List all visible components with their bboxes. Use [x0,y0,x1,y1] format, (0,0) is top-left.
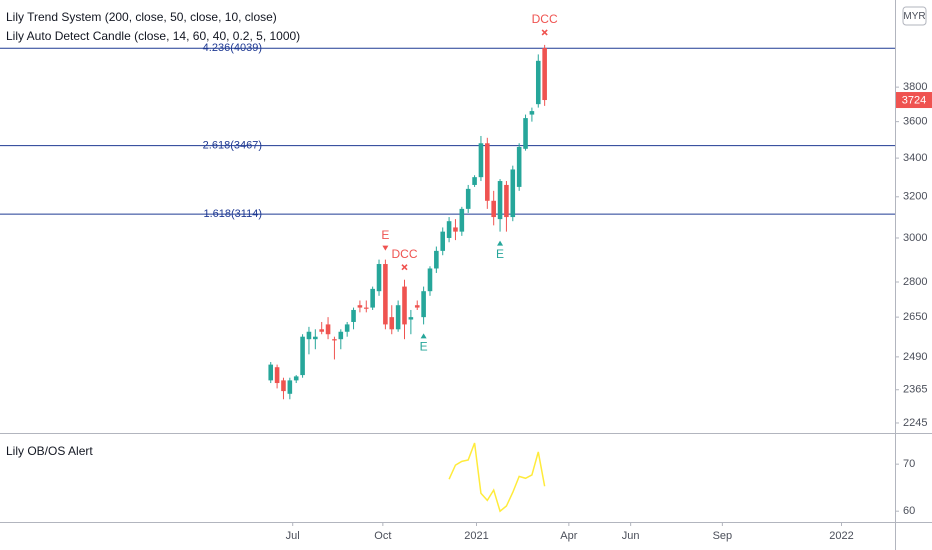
candle-body [491,200,496,218]
y-tick-label: 2800 [903,276,927,288]
last-price-label: 3724 [902,94,926,106]
candle-body [287,380,293,394]
candle-body [300,336,305,376]
candle-body [465,188,471,209]
signal-label: E [420,340,428,354]
candle-body [363,307,369,309]
y-tick-label: 70 [903,458,915,470]
candle-body [293,376,299,381]
candle-body [383,264,388,325]
candle-body [504,184,509,218]
candle-body [344,324,350,332]
signal-arrow [497,240,504,246]
candle-body [370,288,375,308]
signal-cross [401,264,408,271]
y-tick-label: 2245 [903,417,927,429]
candle-body [529,111,535,115]
candle-body [434,250,439,269]
x-tick-label: Apr [560,530,577,542]
currency-badge[interactable] [902,6,927,26]
x-tick-label: Jun [622,530,640,542]
candle-body [516,146,522,187]
candle-body [402,286,407,325]
currency-label: MYR [903,11,925,22]
candle-body [427,268,433,292]
candle-body [485,143,490,201]
x-tick-label: Sep [713,530,733,542]
candle-body [338,331,344,340]
candle-body [389,317,395,330]
last-price-tag [896,92,932,109]
candle-body [440,231,446,251]
candle-body [414,305,420,308]
y-tick-label: 3600 [903,116,927,128]
fib-label: 2.618(3467) [203,140,262,152]
candle-body [453,227,458,232]
x-tick-label: Jul [286,530,300,542]
legend-main-1: Lily Trend System (200, close, 50, close… [6,10,277,24]
x-tick-label: 2022 [829,530,853,542]
oscillator-line [448,442,546,513]
candle-body [523,118,528,149]
legend-oscillator: Lily OB/OS Alert [6,444,93,458]
signal-label: DCC [392,247,418,261]
candle-body [376,264,382,292]
candle-body [281,380,286,392]
signal-arrow [420,333,427,339]
y-tick-label: 3200 [903,191,927,203]
signal-cross [541,29,548,36]
candle-body [357,305,363,308]
candle-body [446,221,452,238]
y-tick-label: 2490 [903,351,927,363]
candle-body [274,367,280,384]
x-tick-label: 2021 [464,530,488,542]
candle-body [535,60,541,105]
candle-body [351,309,356,322]
candle-body [497,181,503,220]
candle-body [478,143,484,178]
candle-body [510,169,516,218]
signal-label: DCC [532,12,558,26]
candle-body [268,364,274,381]
candle-body [472,177,477,185]
fib-label: 4.236(4039) [203,42,262,54]
y-tick-label: 2365 [903,384,927,396]
candle-body [306,331,312,340]
x-tick-label: Oct [374,530,391,542]
y-tick-label: 3000 [903,232,927,244]
signal-arrow [382,245,389,251]
candle-body [332,339,337,341]
candle-body [319,329,324,332]
signal-label: E [496,247,504,261]
candle-body [459,208,465,232]
candle-body [408,317,414,320]
signal-label: E [381,228,389,242]
candle-body [421,291,426,318]
y-tick-label: 60 [903,505,915,517]
legend-main-2: Lily Auto Detect Candle (close, 14, 60, … [6,29,300,43]
candle-body [395,305,401,330]
y-tick-label: 3400 [903,152,927,164]
fib-label: 1.618(3114) [203,208,262,220]
candle-body [542,48,547,101]
y-tick-label: 3800 [903,81,927,93]
candle-body [325,324,331,335]
y-tick-label: 2650 [903,311,927,323]
candle-body [313,336,318,340]
